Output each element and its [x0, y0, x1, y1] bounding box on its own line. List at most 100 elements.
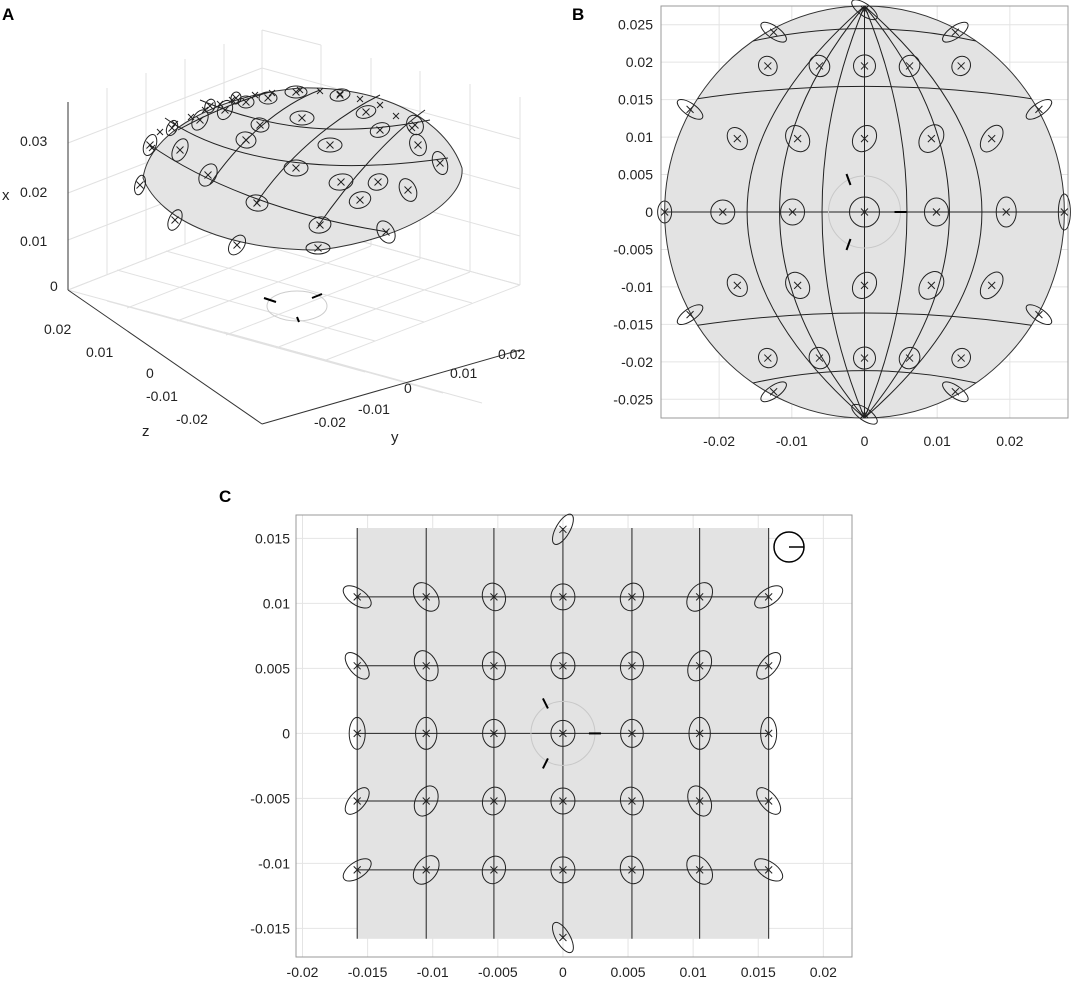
- x-marker: [353, 661, 362, 670]
- stiffness-ellipse: [951, 55, 972, 77]
- x-marker: [356, 95, 364, 103]
- meridian-line: [821, 5, 865, 419]
- panel-a-y-tick: 0.01: [450, 365, 477, 381]
- panel-a-ellipses: [134, 85, 449, 256]
- x-marker: [242, 98, 250, 106]
- panel-b-y-tick: -0.01: [621, 279, 653, 295]
- stiffness-ellipse: [853, 54, 876, 78]
- x-marker: [268, 89, 276, 97]
- panel-a-z-tick: 0: [146, 365, 154, 381]
- x-marker: [353, 593, 362, 601]
- stiffness-ellipse: [481, 786, 506, 816]
- x-marker: [559, 729, 567, 738]
- stiffness-ellipse: [688, 716, 711, 750]
- stiffness-ellipse: [550, 583, 576, 611]
- panel-c-x-tick: -0.015: [348, 964, 388, 980]
- meridian-line: [779, 5, 865, 419]
- stiffness-ellipse: [851, 271, 878, 300]
- stiffness-ellipse: [551, 513, 574, 545]
- stiffness-ellipse: [344, 787, 370, 815]
- panel-a-z-label: z: [142, 423, 150, 440]
- stiffness-ellipse: [918, 271, 945, 300]
- stiffness-ellipse: [355, 105, 377, 119]
- x-marker: [559, 866, 567, 874]
- stiffness-ellipse: [328, 173, 354, 191]
- panel-b-x-tick: 0.01: [924, 433, 951, 449]
- panel-b-tick-labels: -0.02 -0.01 0 0.01 0.02 0.025 0.02 0.015 0.01 0.0…: [613, 17, 1023, 449]
- x-marker: [764, 866, 773, 874]
- panel-c-y-tick: 0.015: [255, 530, 290, 546]
- x-marker: [256, 121, 264, 129]
- stiffness-ellipse: [413, 785, 439, 817]
- panel-b-x-tick: -0.02: [703, 433, 735, 449]
- x-marker: [695, 797, 704, 805]
- panel-c-x-tick: -0.02: [287, 964, 319, 980]
- stiffness-ellipse: [329, 88, 351, 102]
- panel-a-y-tick: 0.02: [498, 346, 525, 362]
- panel-c-x-tick: 0.01: [680, 964, 707, 980]
- x-marker: [326, 141, 334, 149]
- panel-c-y-tick: -0.005: [250, 790, 290, 806]
- x-marker: [1002, 208, 1011, 216]
- panel-b-y-tick: 0: [645, 204, 653, 220]
- stiffness-ellipse: [142, 133, 158, 157]
- stiffness-ellipse: [851, 124, 878, 153]
- stiffness-ellipse: [951, 347, 972, 369]
- x-marker: [686, 105, 694, 114]
- panel-a-x-tick: 0.01: [20, 233, 47, 249]
- x-marker: [404, 186, 412, 194]
- panel-c-plot: -0.02 -0.015 -0.01 -0.005 0 0.005 0.01 0.015 0.0…: [250, 513, 853, 980]
- x-marker: [788, 208, 797, 216]
- meridian-line: [746, 5, 865, 419]
- stiffness-ellipse: [808, 54, 831, 78]
- stiffness-ellipse: [619, 786, 644, 816]
- panel-c-x-tick: -0.01: [417, 964, 449, 980]
- stiffness-ellipse: [230, 91, 242, 105]
- x-marker: [336, 90, 344, 98]
- stiffness-ellipse: [898, 346, 921, 370]
- panel-letter-a: A: [2, 5, 14, 24]
- x-marker: [264, 94, 272, 102]
- stiffness-ellipse: [367, 173, 389, 191]
- stiffness-ellipse: [1025, 98, 1053, 120]
- x-marker: [422, 866, 431, 874]
- x-marker: [860, 5, 869, 14]
- panel-b-x-tick: -0.01: [776, 433, 808, 449]
- panel-b-y-tick: 0.01: [626, 129, 653, 145]
- x-marker: [763, 62, 772, 70]
- x-marker: [392, 112, 400, 120]
- stiffness-ellipse: [619, 651, 644, 681]
- x-marker: [316, 87, 324, 95]
- panel-a-origin-tick: [263, 297, 277, 303]
- x-marker: [764, 797, 773, 805]
- x-marker: [490, 593, 498, 601]
- stiffness-ellipse: [348, 716, 366, 750]
- panel-b-y-tick: 0.015: [618, 92, 653, 108]
- panel-b-x-tick: 0.02: [996, 433, 1023, 449]
- x-marker: [422, 729, 431, 738]
- stiffness-ellipse: [550, 787, 576, 815]
- stiffness-ellipse: [227, 234, 247, 256]
- stiffness-ellipse: [305, 241, 331, 255]
- stiffness-ellipse: [317, 137, 343, 153]
- stiffness-ellipse: [237, 95, 255, 109]
- panel-c-x-tick: 0: [559, 964, 567, 980]
- x-marker: [951, 387, 960, 396]
- panel-b-mesh: [664, 5, 1065, 419]
- panel-a-z-tick: 0.02: [44, 321, 71, 337]
- stiffness-ellipse: [676, 98, 704, 120]
- panel-c-x-tick: 0.005: [611, 964, 646, 980]
- x-marker: [337, 178, 345, 186]
- stiffness-ellipse: [686, 582, 714, 612]
- stiffness-ellipse: [851, 403, 878, 425]
- x-marker: [815, 62, 824, 70]
- stiffness-ellipse: [348, 191, 372, 209]
- x-marker: [769, 28, 778, 37]
- x-marker: [136, 181, 144, 189]
- panel-a-tick-labels: 0 0.01 0.02 0.03 0.02 0.01 0 -0.01 -0.02 -0.02 -0.…: [20, 133, 525, 430]
- panel-c-y-tick: -0.01: [258, 855, 290, 871]
- stiffness-ellipse: [412, 855, 440, 885]
- x-marker: [559, 661, 567, 670]
- panel-c-tick-labels: -0.02 -0.015 -0.01 -0.005 0 0.005 0.01 0.015 0.0…: [250, 530, 837, 980]
- x-marker: [490, 866, 498, 874]
